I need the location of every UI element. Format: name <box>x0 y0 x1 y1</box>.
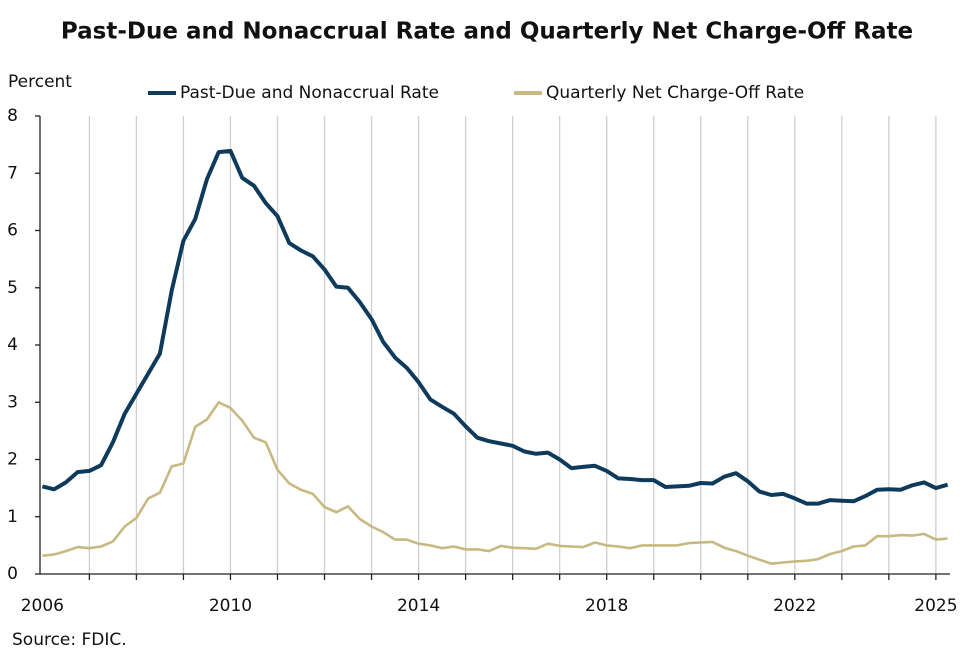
y-tick-label: 3 <box>7 392 18 412</box>
legend-label: Quarterly Net Charge-Off Rate <box>546 83 804 103</box>
x-tick-label: 2006 <box>21 596 64 616</box>
y-tick-label: 8 <box>7 106 18 126</box>
x-tick-label: 2010 <box>209 596 252 616</box>
x-tick-label: 2014 <box>397 596 440 616</box>
line-series <box>42 401 948 565</box>
y-tick-label: 1 <box>7 507 18 527</box>
grid <box>88 116 937 574</box>
source: Source: FDIC. <box>12 630 127 650</box>
y-axis-label: Percent <box>8 72 72 92</box>
y-tick-label: 7 <box>7 163 18 183</box>
y-tick-label: 0 <box>7 564 18 584</box>
y-tick-label: 4 <box>7 335 18 355</box>
y-tick-label: 6 <box>7 221 18 241</box>
x-tick-label: 2025 <box>914 596 957 616</box>
line-series <box>41 148 949 506</box>
chart-title: Past-Due and Nonaccrual Rate and Quarter… <box>61 19 913 45</box>
x-tick-label: 2018 <box>585 596 628 616</box>
y-tick-label: 2 <box>7 450 18 470</box>
y-tick-label: 5 <box>7 278 18 298</box>
legend-label: Past-Due and Nonaccrual Rate <box>180 83 439 103</box>
x-tick-label: 2022 <box>773 596 816 616</box>
